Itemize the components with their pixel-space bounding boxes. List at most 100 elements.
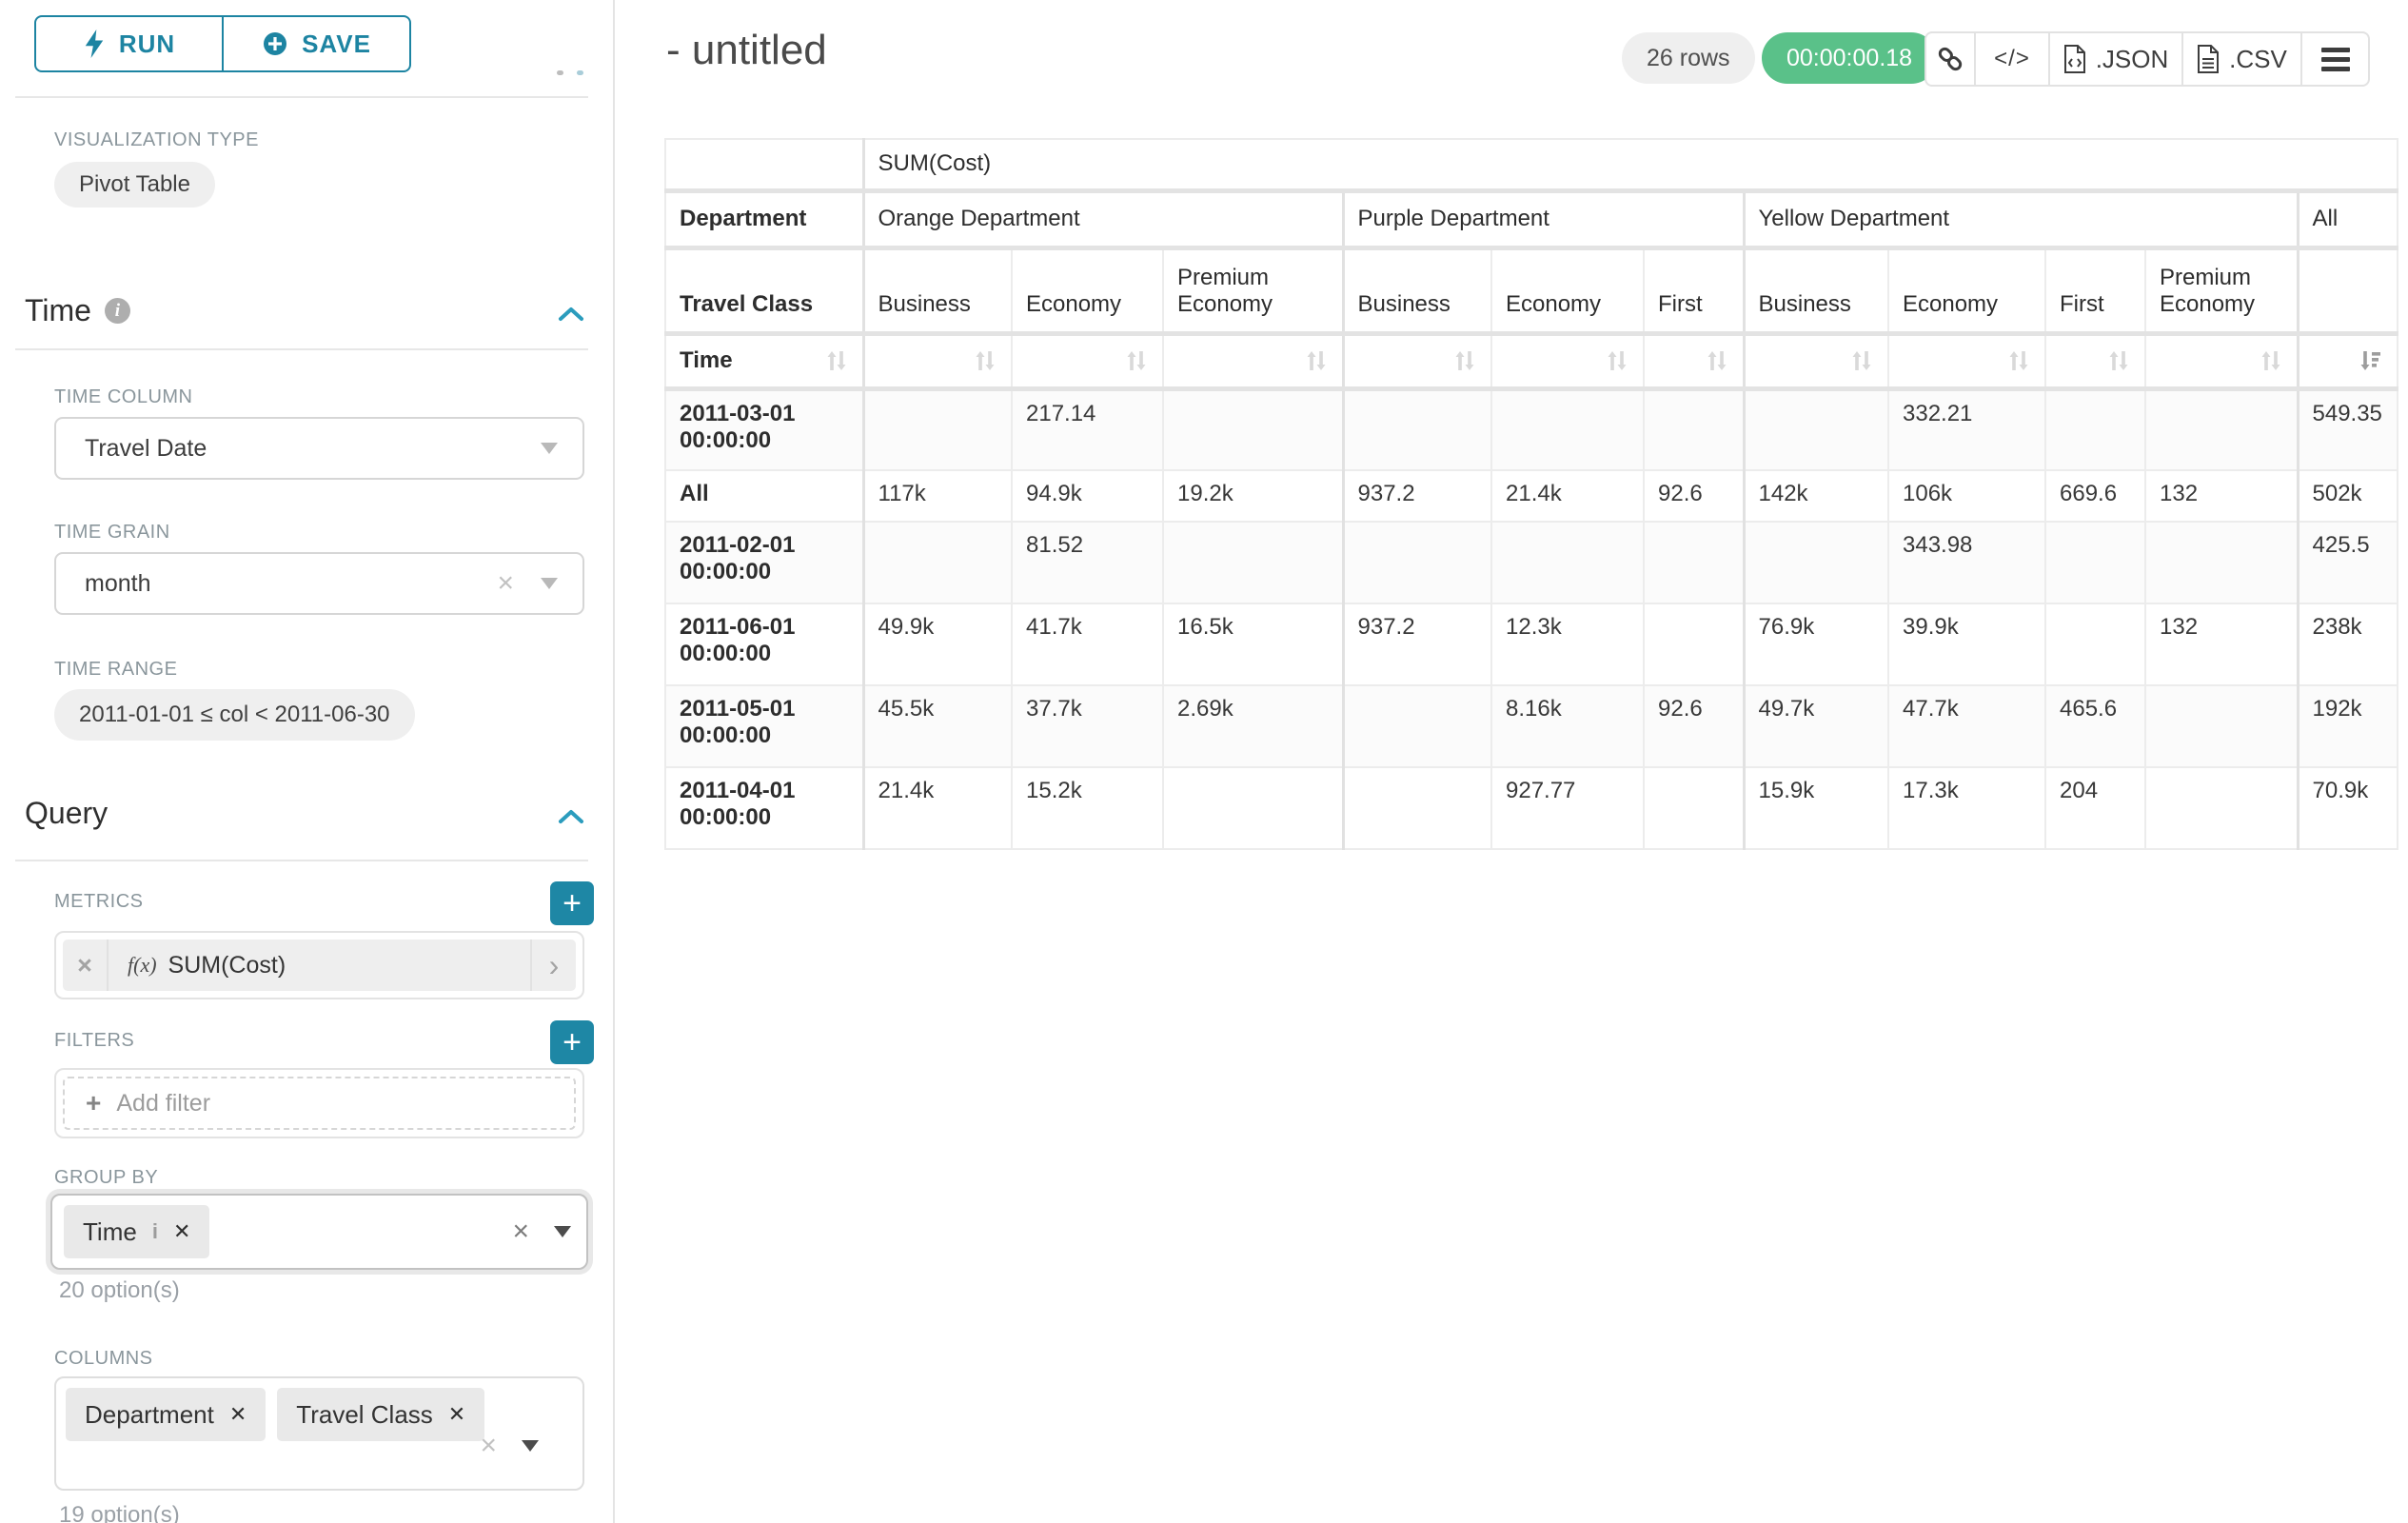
collapse-chevron-icon[interactable] <box>557 807 585 826</box>
data-cell: 76.9k <box>1742 603 1889 686</box>
divider <box>15 860 588 861</box>
sort-desc-icon[interactable] <box>2359 348 2383 373</box>
table-row: All 117k 94.9k 19.2k 937.2 21.4k 92.6 142k 106k 6… <box>664 469 2399 523</box>
data-cell: 47.7k <box>1887 684 2046 768</box>
time-range-pill[interactable]: 2011-01-01 ≤ col < 2011-06-30 <box>54 689 415 741</box>
fx-icon: f(x) <box>128 953 157 977</box>
save-button-label: SAVE <box>302 29 371 58</box>
collapse-chevron-icon[interactable] <box>557 305 585 324</box>
remove-tag-icon[interactable]: ✕ <box>172 1219 191 1243</box>
data-cell <box>862 521 1013 604</box>
group-by-select[interactable]: Time i ✕ × <box>50 1194 588 1270</box>
group-by-tag-time[interactable]: Time i ✕ <box>64 1205 210 1258</box>
export-json-button[interactable]: .JSON <box>2048 33 2181 85</box>
travel-class-header: First <box>1643 247 1745 336</box>
sort-header-cell[interactable] <box>2044 332 2146 391</box>
query-section-title: Query <box>25 796 109 830</box>
metric-pill[interactable]: × f(x) SUM(Cost) › <box>63 940 576 991</box>
data-cell: 343.98 <box>1887 521 2046 604</box>
copy-link-button[interactable] <box>1926 33 1974 85</box>
sort-icon[interactable] <box>973 348 997 373</box>
sort-header-cell[interactable] <box>1490 332 1645 391</box>
travel-class-header: Business <box>1742 247 1889 336</box>
row-dimension-header[interactable]: Time <box>664 332 865 391</box>
sort-header-cell[interactable] <box>862 332 1013 391</box>
sort-header-cell[interactable] <box>1011 332 1164 391</box>
clear-icon[interactable]: × <box>512 1216 529 1247</box>
travel-class-header: Business <box>1341 247 1492 336</box>
travel-class-header <box>2296 247 2399 336</box>
columns-select[interactable]: Department ✕ Travel Class ✕ × <box>54 1376 584 1491</box>
data-cell: 204 <box>2044 766 2146 850</box>
pivot-corner-cell <box>664 138 865 193</box>
remove-metric-icon[interactable]: × <box>63 940 109 991</box>
sort-icon[interactable] <box>1304 348 1329 373</box>
view-query-button[interactable]: </> <box>1974 33 2048 85</box>
data-cell <box>2044 603 2146 686</box>
row-label: 2011-05-01 00:00:00 <box>664 684 865 768</box>
control-sidebar: Chart Type RUN SAVE VISUALIZATION TYPE P… <box>0 0 615 1523</box>
export-toolbar: </> .JSON .CSV <box>1924 31 2370 87</box>
pivot-table-container: SUM(Cost) Department Orange Department Purp… <box>664 138 2399 850</box>
export-json-label: .JSON <box>2095 44 2169 73</box>
data-cell <box>1490 521 1645 604</box>
visualization-type-pill[interactable]: Pivot Table <box>54 162 215 208</box>
data-cell: 937.2 <box>1341 469 1492 523</box>
columns-tag-department[interactable]: Department ✕ <box>66 1388 266 1441</box>
time-grain-label: TIME GRAIN <box>54 522 170 543</box>
link-icon <box>1938 47 1963 71</box>
sort-icon[interactable] <box>1605 348 1629 373</box>
data-cell <box>2144 387 2299 471</box>
sort-header-cell[interactable] <box>1887 332 2046 391</box>
sort-header-cell[interactable] <box>2144 332 2299 391</box>
sort-icon[interactable] <box>2006 348 2031 373</box>
divider <box>15 96 588 98</box>
add-metric-button[interactable]: + <box>550 881 594 925</box>
data-cell: 45.5k <box>862 684 1013 768</box>
columns-tag-travel-class[interactable]: Travel Class ✕ <box>277 1388 485 1441</box>
table-row: 2011-05-01 00:00:00 45.5k 37.7k 2.69k 8.16k 9… <box>664 684 2399 768</box>
save-button[interactable]: SAVE <box>224 17 409 70</box>
data-cell: 425.5 <box>2296 521 2399 604</box>
menu-button[interactable] <box>2300 33 2368 85</box>
add-filter-button[interactable]: + Add filter <box>63 1077 576 1130</box>
group-by-options-hint: 20 option(s) <box>59 1277 180 1303</box>
data-cell: 92.6 <box>1643 684 1745 768</box>
sort-icon[interactable] <box>1452 348 1477 373</box>
chevron-down-icon[interactable] <box>541 578 558 589</box>
clear-icon[interactable]: × <box>497 567 514 599</box>
remove-tag-icon[interactable]: ✕ <box>228 1402 247 1426</box>
data-cell: 39.9k <box>1887 603 2046 686</box>
data-cell <box>1742 387 1889 471</box>
sort-icon[interactable] <box>2106 348 2131 373</box>
sort-icon[interactable] <box>1705 348 1729 373</box>
clear-icon[interactable]: × <box>480 1430 497 1461</box>
run-button[interactable]: RUN <box>36 17 224 70</box>
sort-icon[interactable] <box>2259 348 2283 373</box>
data-cell: 17.3k <box>1887 766 2046 850</box>
export-csv-button[interactable]: .CSV <box>2181 33 2300 85</box>
sort-header-cell[interactable] <box>1162 332 1344 391</box>
sort-header-cell[interactable] <box>1742 332 1889 391</box>
sort-header-cell[interactable] <box>1643 332 1745 391</box>
sort-icon[interactable] <box>1849 348 1874 373</box>
time-section-title: Time <box>25 293 91 327</box>
data-cell: 12.3k <box>1490 603 1645 686</box>
time-grain-select[interactable]: month × <box>54 552 584 615</box>
chevron-down-icon[interactable] <box>554 1226 571 1237</box>
data-cell: 81.52 <box>1011 521 1164 604</box>
chart-title[interactable]: - untitled <box>666 27 827 73</box>
time-column-select[interactable]: Travel Date <box>54 417 584 480</box>
chevron-down-icon[interactable] <box>522 1440 539 1452</box>
travel-class-header: Business <box>862 247 1013 336</box>
sort-icon[interactable] <box>1124 348 1149 373</box>
csv-file-icon <box>2198 45 2220 73</box>
chevron-down-icon[interactable] <box>541 443 558 454</box>
sort-icon[interactable] <box>824 348 849 373</box>
sort-header-cell[interactable] <box>1341 332 1492 391</box>
data-cell <box>1490 387 1645 471</box>
remove-tag-icon[interactable]: ✕ <box>447 1402 466 1426</box>
add-filter-plus-button[interactable]: + <box>550 1020 594 1064</box>
expand-metric-icon[interactable]: › <box>530 940 576 991</box>
sort-header-cell[interactable] <box>2296 332 2399 391</box>
